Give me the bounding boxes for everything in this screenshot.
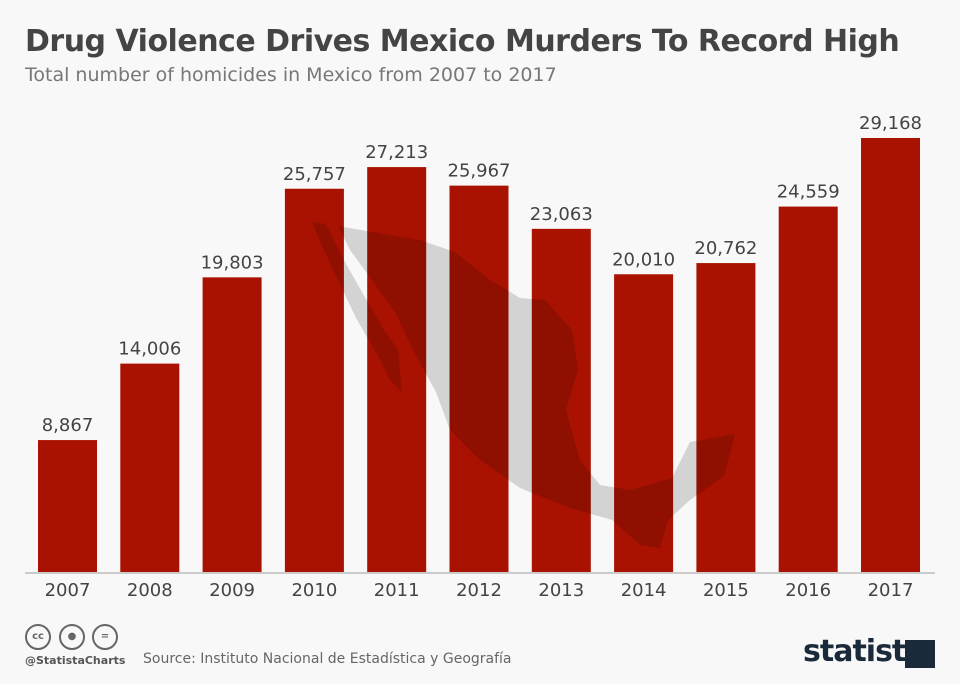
data-label: 8,867 xyxy=(42,415,94,436)
cc-icon: cc xyxy=(25,624,51,650)
statista-handle: @StatistaCharts xyxy=(25,654,126,667)
bar-2010 xyxy=(284,188,344,572)
data-label: 25,757 xyxy=(283,164,346,185)
statista-logo-mark-icon xyxy=(905,640,935,668)
data-label: 27,213 xyxy=(365,142,428,163)
attribution-icon: ● xyxy=(59,624,85,650)
bar-2016 xyxy=(778,206,838,572)
bar-2013 xyxy=(531,228,591,572)
data-label: 25,967 xyxy=(448,161,511,182)
map-of-mexico-icon xyxy=(312,222,735,548)
x-tick-label: 2011 xyxy=(374,580,420,601)
source-note: Source: Instituto Nacional de Estadístic… xyxy=(143,651,512,667)
bar-2007 xyxy=(38,440,97,572)
x-tick-label: 2015 xyxy=(703,580,749,601)
x-tick-label: 2012 xyxy=(456,580,502,601)
x-tick-label: 2009 xyxy=(209,580,255,601)
x-tick-label: 2010 xyxy=(291,580,337,601)
bar-2008 xyxy=(120,363,180,572)
bar-2015 xyxy=(696,263,756,572)
bar-2011 xyxy=(367,167,427,573)
data-label: 14,006 xyxy=(118,339,181,360)
chart-subtitle: Total number of homicides in Mexico from… xyxy=(25,64,557,86)
data-label: 29,168 xyxy=(859,113,922,134)
data-label: 19,803 xyxy=(201,252,264,273)
x-tick-label: 2008 xyxy=(127,580,173,601)
chart-title: Drug Violence Drives Mexico Murders To R… xyxy=(25,24,900,59)
data-label: 20,010 xyxy=(612,249,675,270)
data-label: 24,559 xyxy=(777,182,840,203)
x-tick-label: 2016 xyxy=(785,580,831,601)
x-tick-label: 2014 xyxy=(621,580,667,601)
x-tick-label: 2017 xyxy=(868,580,914,601)
data-label: 23,063 xyxy=(530,204,593,225)
bar-2017 xyxy=(861,138,920,572)
data-label: 20,762 xyxy=(694,238,757,259)
no-derivatives-icon: = xyxy=(92,624,118,650)
bar-2009 xyxy=(202,277,262,572)
x-tick-label: 2013 xyxy=(538,580,584,601)
x-tick-label: 2007 xyxy=(45,580,91,601)
bar-2012 xyxy=(449,185,509,572)
bar-2014 xyxy=(614,274,674,572)
